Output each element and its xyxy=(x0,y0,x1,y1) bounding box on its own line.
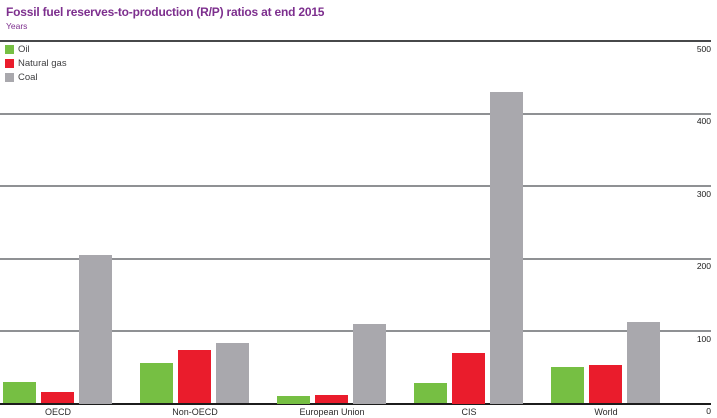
bar-natural-gas-cis xyxy=(452,352,485,404)
ytick-label-300: 300 xyxy=(696,188,711,199)
legend-label-oil: Oil xyxy=(18,44,30,55)
bar-natural-gas-non-oecd xyxy=(178,349,211,404)
gridline-200 xyxy=(0,257,711,260)
category-label-world: World xyxy=(594,407,618,417)
category-label-cis: CIS xyxy=(461,407,477,417)
chart-subtitle: Years xyxy=(6,21,28,31)
ytick-label-100: 100 xyxy=(696,333,711,344)
bar-coal-non-oecd xyxy=(216,342,249,404)
ytick-label-400: 400 xyxy=(696,116,711,126)
legend-label-coal: Coal xyxy=(18,72,38,83)
bar-oil-european-union xyxy=(277,396,310,404)
category-label-non-oecd: Non-OECD xyxy=(172,407,218,417)
bar-coal-european-union xyxy=(353,323,386,404)
bar-natural-gas-world xyxy=(589,365,622,404)
gridline-400 xyxy=(0,112,711,115)
legend-swatch-coal-icon xyxy=(5,73,14,82)
ytick-label-200: 200 xyxy=(696,261,711,271)
bar-coal-oecd xyxy=(79,254,112,404)
bar-oil-non-oecd xyxy=(140,362,173,404)
bar-natural-gas-european-union xyxy=(315,394,348,404)
legend-item-coal: Coal xyxy=(5,73,67,82)
bar-natural-gas-oecd xyxy=(41,391,74,404)
bar-oil-cis xyxy=(414,383,447,404)
gridline-0 xyxy=(0,402,711,405)
gridline-500 xyxy=(0,40,711,42)
legend-item-oil: Oil xyxy=(5,45,67,54)
legend-label-natural-gas: Natural gas xyxy=(18,58,67,69)
chart-title: Fossil fuel reserves-to-production (R/P)… xyxy=(6,5,325,19)
bar-coal-world xyxy=(627,321,660,404)
gridline-300 xyxy=(0,185,711,187)
bar-oil-oecd xyxy=(3,382,36,404)
legend-item-natural-gas: Natural gas xyxy=(5,59,67,68)
category-label-european-union: European Union xyxy=(299,407,365,417)
ytick-label-500: 500 xyxy=(696,43,711,54)
legend: Oil Natural gas Coal xyxy=(5,45,67,87)
category-label-oecd: OECD xyxy=(44,407,72,417)
ytick-label-0: 0 xyxy=(706,406,711,416)
legend-swatch-natural-gas-icon xyxy=(5,59,14,68)
legend-swatch-oil-icon xyxy=(5,45,14,54)
bar-oil-world xyxy=(551,366,584,404)
bar-coal-cis xyxy=(490,91,523,404)
